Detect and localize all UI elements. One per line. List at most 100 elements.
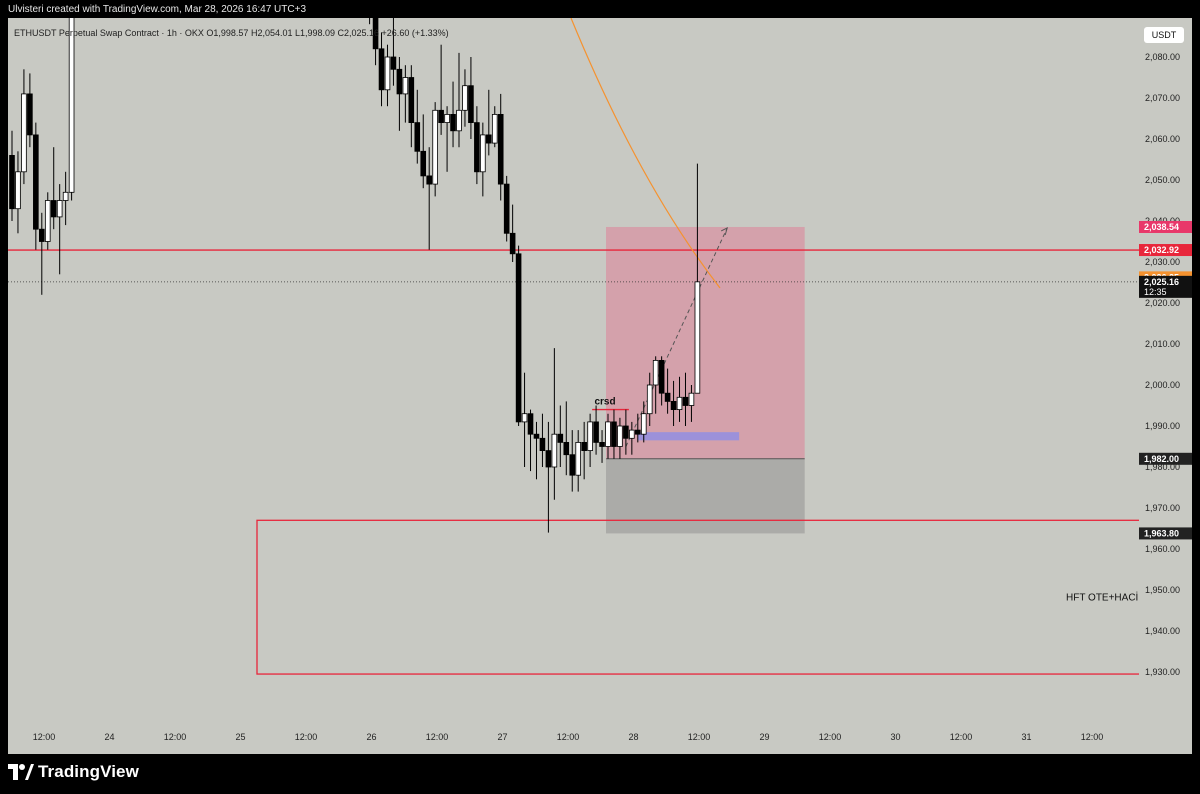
candle-body xyxy=(420,150,427,177)
candle-body xyxy=(372,18,379,50)
candle-body xyxy=(623,425,629,439)
candle-body xyxy=(670,400,677,410)
candle-body xyxy=(640,413,647,435)
candle xyxy=(462,69,468,127)
candle-body xyxy=(599,441,605,447)
candle-body xyxy=(575,441,581,476)
candle xyxy=(509,204,516,262)
candle xyxy=(50,147,57,230)
candle-body xyxy=(27,93,33,136)
candle xyxy=(664,368,671,414)
tradingview-logo[interactable]: TradingView xyxy=(8,762,139,782)
time-tick-label: 12:00 xyxy=(688,732,711,742)
price-tick-label: 1,990.00 xyxy=(1145,421,1180,431)
footer-bar: TradingView xyxy=(0,754,1200,794)
candle-body xyxy=(569,454,576,476)
candle xyxy=(682,372,689,426)
candle xyxy=(640,401,647,443)
candle-body xyxy=(539,437,546,451)
candle xyxy=(545,421,552,533)
candle-body xyxy=(545,450,552,468)
candle-body xyxy=(432,109,438,185)
price-tick-label: 1,980.00 xyxy=(1145,462,1180,472)
price-axis[interactable]: 2,080.002,070.002,060.002,050.002,040.00… xyxy=(1139,18,1192,744)
candle xyxy=(652,356,659,414)
hft-label: HFT OTE+HACİ xyxy=(1066,590,1138,603)
candle-body xyxy=(587,421,593,451)
candle xyxy=(402,65,409,123)
candle xyxy=(581,421,587,480)
candle xyxy=(384,44,391,107)
candle-body xyxy=(581,441,587,451)
candle xyxy=(444,106,450,172)
currency-button[interactable]: USDT xyxy=(1144,27,1184,43)
candle-body xyxy=(56,200,63,218)
candle xyxy=(426,147,432,250)
candle xyxy=(44,192,51,250)
price-tick-label: 2,050.00 xyxy=(1145,175,1180,185)
candle-body xyxy=(33,134,39,230)
candle xyxy=(629,421,635,455)
candle xyxy=(456,52,462,148)
price-tick-label: 2,030.00 xyxy=(1145,257,1180,267)
candle-body xyxy=(629,429,635,439)
candle xyxy=(676,376,683,422)
candle xyxy=(432,102,438,197)
candle-body xyxy=(384,56,391,91)
range-box xyxy=(256,519,1139,675)
price-tick-label: 2,000.00 xyxy=(1145,380,1180,390)
candle-body xyxy=(527,413,534,435)
profit-zone xyxy=(606,226,805,459)
time-tick-label: 12:00 xyxy=(819,732,842,742)
price-tick-label: 1,950.00 xyxy=(1145,585,1180,595)
candle xyxy=(527,409,534,472)
price-label-badge xyxy=(1139,452,1192,465)
candle xyxy=(378,32,385,107)
price-tick-label: 1,960.00 xyxy=(1145,544,1180,554)
candle-body xyxy=(557,433,564,443)
candle-body xyxy=(617,425,623,447)
candle xyxy=(599,430,605,463)
candle-body xyxy=(551,433,558,468)
candle xyxy=(438,44,444,135)
candle xyxy=(21,69,27,185)
candle-body xyxy=(438,109,444,124)
candle xyxy=(408,65,415,148)
chart-area[interactable]: crsd HFT OTE+HACİ ETHUSDT Perpetual Swap … xyxy=(8,18,1139,744)
time-tick-label: 12:00 xyxy=(1081,732,1104,742)
time-tick-label: 29 xyxy=(759,732,769,742)
time-axis[interactable]: 12:00 24 12:00 25 12:00 26 12:00 27 12:00 28 12:00… xyxy=(8,732,1139,754)
candle xyxy=(611,409,617,459)
candle xyxy=(396,57,403,131)
candle xyxy=(539,413,546,467)
candle-body xyxy=(664,392,671,402)
candle xyxy=(646,372,653,426)
candle-body xyxy=(450,114,456,132)
candle xyxy=(557,405,564,467)
brand-name: TradingView xyxy=(38,762,139,781)
time-tick-label: 24 xyxy=(104,732,114,742)
chart-credit: Ulvisteri created with TradingView.com, … xyxy=(8,4,307,15)
candle-body xyxy=(605,421,611,447)
candle xyxy=(569,430,576,492)
candle-body xyxy=(390,56,397,70)
candle-body xyxy=(503,183,510,234)
chart-canvas: crsd HFT OTE+HACİ xyxy=(8,18,1139,675)
candle xyxy=(420,114,427,189)
candle xyxy=(372,18,379,66)
candle-body xyxy=(444,114,450,124)
time-tick-label: 12:00 xyxy=(557,732,580,742)
candle-body xyxy=(9,154,15,210)
candle xyxy=(551,348,558,500)
price-label-text: 2,025.16 xyxy=(1144,277,1179,287)
time-axis-canvas: 12:00 24 12:00 25 12:00 26 12:00 27 12:00 28 12:00… xyxy=(33,732,1104,742)
price-label-badge xyxy=(1139,244,1192,257)
candle-body xyxy=(50,200,57,218)
candle-body xyxy=(396,68,403,95)
candle xyxy=(658,356,665,406)
price-tick-label: 1,930.00 xyxy=(1145,667,1180,677)
time-tick-label: 26 xyxy=(366,732,376,742)
candle xyxy=(62,171,69,226)
candle xyxy=(521,372,528,467)
time-tick-label: 12:00 xyxy=(164,732,187,742)
